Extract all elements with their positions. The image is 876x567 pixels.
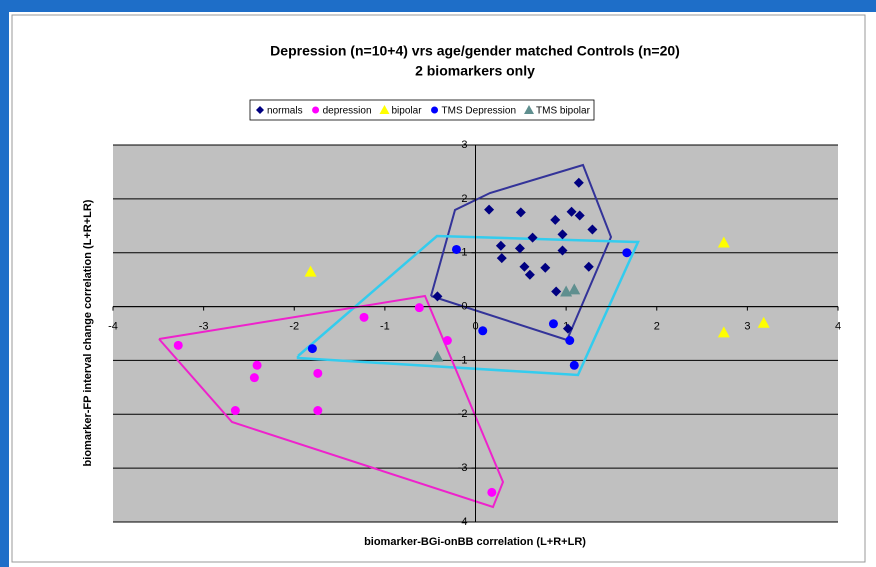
point (230, 406, 240, 416)
legend-marker (431, 106, 439, 114)
x-axis-label: biomarker-BGi-onBB correlation (L+R+LR) (364, 536, 586, 548)
point (442, 336, 452, 346)
chart-subtitle: 2 biomarkers only (415, 63, 535, 79)
x-tick-label: -3 (199, 320, 209, 332)
point (359, 312, 369, 322)
legend-label: normals (267, 106, 303, 117)
point (478, 326, 488, 336)
point (524, 269, 535, 280)
point (313, 406, 323, 416)
y-tick-label: -1 (458, 354, 468, 366)
legend-label: depression (323, 106, 372, 117)
x-tick-label: 4 (835, 320, 841, 332)
point (583, 261, 594, 272)
legend-marker (379, 105, 390, 114)
y-tick-label: -2 (458, 408, 468, 420)
legend-marker (256, 106, 264, 114)
point (515, 207, 526, 218)
y-tick-label: 2 (461, 193, 467, 205)
point (252, 360, 262, 370)
point (550, 214, 561, 225)
point (487, 487, 497, 497)
point (519, 261, 530, 272)
tms-hull (296, 234, 640, 377)
y-tick-label: -3 (458, 462, 468, 474)
point (173, 340, 183, 350)
point (574, 210, 585, 221)
point (484, 204, 495, 215)
y-tick-label: 1 (461, 247, 467, 259)
point (451, 244, 461, 254)
depression-hull (158, 294, 505, 509)
left-frame (0, 0, 9, 567)
chart-title: Depression (n=10+4) vrs age/gender match… (270, 43, 680, 59)
point (304, 265, 317, 277)
point (548, 319, 558, 329)
point (551, 286, 562, 297)
point (414, 303, 424, 313)
point (432, 291, 443, 302)
point (587, 224, 598, 235)
y-axis-label: biomarker-FP interval change correlation… (82, 199, 94, 466)
point (717, 236, 730, 248)
point (757, 316, 770, 328)
point (557, 245, 568, 256)
x-tick-label: 3 (744, 320, 750, 332)
y-tick-label: -4 (458, 516, 468, 528)
point (495, 240, 506, 251)
x-tick-label: -4 (108, 320, 118, 332)
x-tick-label: 2 (654, 320, 660, 332)
point (540, 262, 551, 273)
y-tick-label: 3 (461, 139, 467, 151)
legend-marker (524, 105, 534, 114)
point (514, 243, 525, 254)
point (569, 360, 579, 370)
point (249, 373, 259, 383)
legend-label: TMS bipolar (536, 106, 591, 117)
legend-label: bipolar (392, 106, 423, 117)
x-tick-label: -2 (289, 320, 299, 332)
legend-label: TMS Depression (442, 106, 516, 117)
point (527, 232, 538, 243)
point (568, 283, 581, 295)
point (557, 229, 568, 240)
x-tick-label: -1 (380, 320, 390, 332)
point (562, 323, 573, 334)
point (717, 326, 730, 338)
point (307, 344, 317, 354)
legend (249, 99, 595, 121)
point (313, 368, 323, 378)
point (566, 206, 577, 217)
point (622, 248, 632, 258)
point (565, 336, 575, 346)
point (431, 350, 444, 362)
point (496, 253, 507, 264)
point (573, 177, 584, 188)
top-frame (0, 0, 876, 12)
legend-marker (312, 106, 320, 114)
